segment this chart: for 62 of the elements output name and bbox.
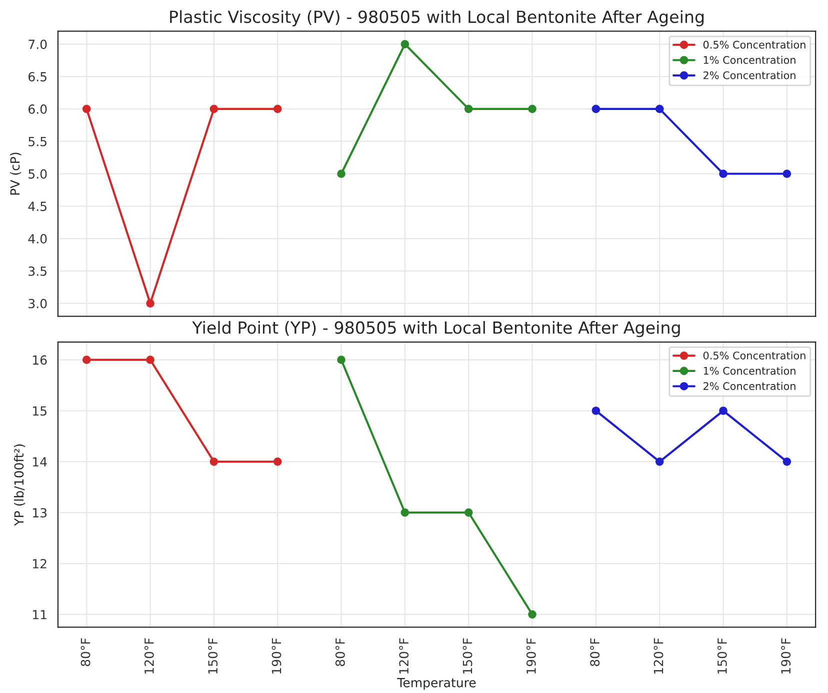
y-tick-label: 7.0 [28,40,47,50]
y-axis-title: YP (lb/100ft²) [14,444,26,526]
point [782,170,792,178]
y-tick-label: 13 [33,508,47,518]
point [464,104,473,114]
legend-label: 2% Concentration [704,71,796,80]
point [782,458,792,466]
x-tick-label: 80°F [590,638,600,666]
legend-label: 1% Concentration [704,56,796,64]
y-tick-label: 4.5 [28,202,46,212]
x-tick-label: 150°F [717,638,727,674]
point [273,104,282,114]
y-tick-label: 3.5 [28,266,46,276]
x-tick-label: 80°F [335,638,345,666]
legend-label: 0.5% Concentration [703,351,806,360]
x-tick-label: 150°F [208,638,218,674]
y-tick-label: 3.0 [28,298,47,308]
point [464,508,473,517]
y-tick-label: 16 [33,355,47,365]
y-tick-label: 15 [33,406,46,416]
x-axis-title: Temperature [397,678,476,690]
point [528,104,536,114]
point [82,104,91,114]
x-tick-label: 120°F [144,638,154,674]
point [592,406,600,415]
point [337,170,346,178]
y-tick-label: 11 [33,610,46,620]
y-tick-label: 12 [33,558,46,568]
x-tick-label: 150°F [462,638,472,674]
point [337,356,346,364]
point [210,104,218,114]
y-axis-title: PV (cP) [10,152,22,195]
point [82,356,91,364]
y-tick-label: 5.5 [28,136,46,146]
chart-title: Yield Point (YP) - 980505 with Local Bentonite After Ageing [192,321,680,338]
point [146,299,154,308]
legend-label: 0.5% Concentration [703,40,806,49]
point [528,610,536,619]
legend-label: 2% Concentration [704,382,796,390]
y-tick-label: 6.5 [28,72,46,82]
point [146,356,154,364]
point [719,406,728,415]
x-tick-label: 190°F [272,638,282,674]
point [400,40,410,48]
legend-label: 1% Concentration [704,366,796,375]
y-tick-label: 6.0 [28,104,47,114]
point [592,104,600,114]
x-tick-label: 80°F [80,638,90,666]
x-tick-label: 190°F [526,638,536,674]
chart-title: Plastic Viscosity (PV) - 980505 with Local Bentonite After Ageing [170,10,704,26]
point [400,508,410,517]
x-tick-label: 190°F [781,638,791,674]
point [273,458,282,466]
x-tick-label: 120°F [654,638,664,674]
point [655,104,664,114]
y-tick-label: 4.0 [28,234,47,244]
point [719,170,728,178]
y-tick-label: 5.0 [28,169,47,179]
x-tick-label: 120°F [399,638,409,674]
point [210,458,218,466]
point [655,458,664,466]
y-tick-label: 14 [33,457,47,466]
